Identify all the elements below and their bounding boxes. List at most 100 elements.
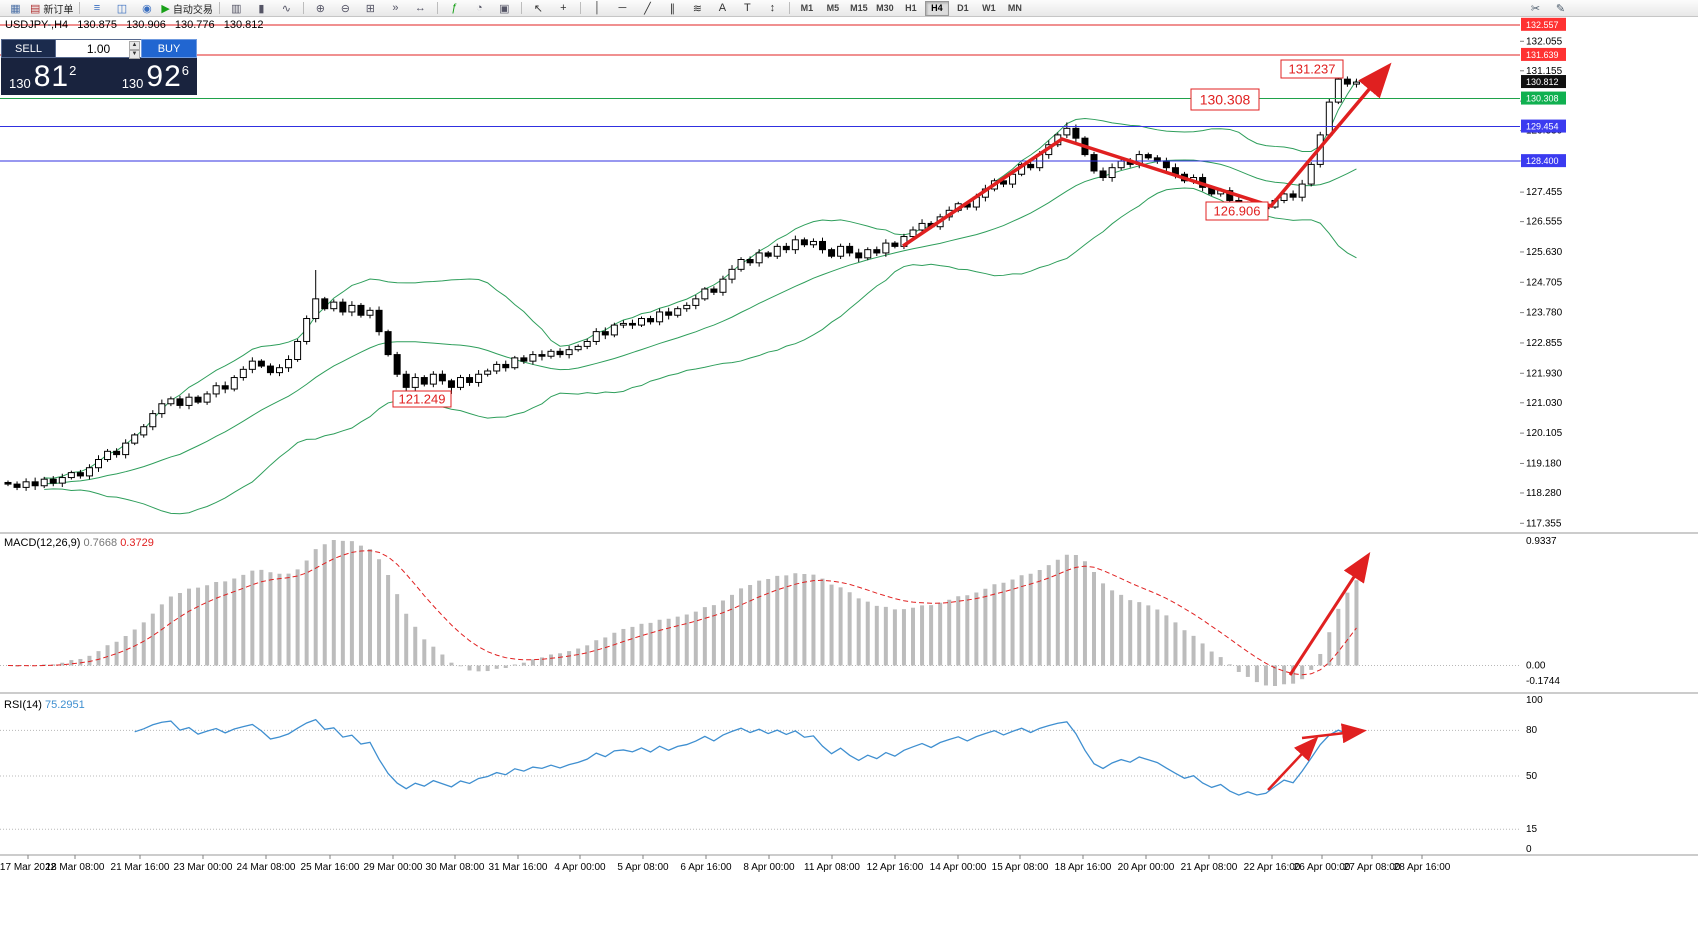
draw-icon[interactable]: ✎ bbox=[1555, 2, 1566, 15]
timeframe-h4-button[interactable]: H4 bbox=[924, 0, 949, 16]
candlestick-mode-icon[interactable]: ▮ bbox=[249, 1, 274, 15]
cut-icon[interactable]: ✂ bbox=[1530, 2, 1541, 15]
ask-big-figure: 130 bbox=[121, 76, 144, 91]
level-price-badge: 132.557 bbox=[1521, 17, 1566, 31]
time-label: 18 Apr 16:00 bbox=[1055, 862, 1112, 873]
price-callout[interactable]: 130.308 bbox=[1190, 88, 1260, 111]
lot-spinner[interactable]: ▲ ▼ bbox=[129, 41, 140, 59]
lot-value[interactable]: 1.00 bbox=[86, 41, 111, 56]
timeframe-h1-button[interactable]: H1 bbox=[905, 3, 917, 13]
indicators-icon[interactable]: ƒ bbox=[442, 1, 467, 15]
price-tick-label: 132.055 bbox=[1526, 36, 1563, 47]
autotrading-button-label: 自动交易 bbox=[172, 4, 213, 16]
rsi-axis-label: 100 bbox=[1526, 695, 1543, 706]
price-callout[interactable]: 131.237 bbox=[1280, 59, 1344, 79]
price-callout[interactable]: 126.906 bbox=[1205, 201, 1269, 221]
timeframe-d1-button[interactable]: D1 bbox=[957, 3, 969, 13]
macd-axis-max: 0.9337 bbox=[1526, 536, 1557, 547]
svg-text:130.812: 130.812 bbox=[1526, 77, 1559, 87]
svg-text:128.400: 128.400 bbox=[1526, 156, 1559, 166]
chart-shift-icon[interactable]: ↔ bbox=[408, 1, 433, 15]
vertical-line-icon[interactable]: │ bbox=[585, 1, 610, 15]
timeframe-mn-button[interactable]: MN bbox=[1007, 3, 1022, 13]
lot-size-field[interactable]: 1.00 ▲ ▼ bbox=[56, 39, 141, 59]
zoom-in-icon[interactable]: ⊕ bbox=[308, 1, 333, 15]
timeframe-w1-button[interactable]: W1 bbox=[982, 3, 996, 13]
channel-icon[interactable]: ∥ bbox=[660, 1, 685, 15]
level-lines[interactable] bbox=[0, 24, 1520, 162]
ohlc-close: 130.812 bbox=[223, 19, 264, 31]
bar-chart-mode-icon[interactable]: ▥ bbox=[224, 1, 249, 15]
auto-scroll-icon: » bbox=[392, 2, 399, 14]
auto-scroll-icon[interactable]: » bbox=[383, 1, 408, 15]
svg-text:132.557: 132.557 bbox=[1526, 20, 1559, 30]
bid-pipette: 2 bbox=[69, 63, 77, 78]
line-chart-mode-icon[interactable]: ∿ bbox=[274, 1, 299, 15]
toolbar-separator bbox=[520, 2, 522, 14]
macd-signal-line bbox=[7, 550, 1357, 676]
timeframe-m15-button[interactable]: M15 bbox=[850, 3, 868, 13]
periods-icon[interactable]: ◔ bbox=[467, 1, 492, 15]
text-label-icon: T bbox=[744, 2, 751, 14]
new-chart-icon[interactable]: ▦ bbox=[3, 1, 28, 15]
timeframe-m5-button[interactable]: M5 bbox=[826, 3, 840, 13]
new-order-button[interactable]: ▤ 新订单 bbox=[28, 1, 75, 16]
chart-canvas[interactable]: 132.055131.155130.230129.330128.405127.4… bbox=[0, 16, 1698, 941]
macd-histogram bbox=[15, 540, 1359, 686]
time-label: 23 Mar 00:00 bbox=[174, 862, 233, 873]
tile-windows-icon[interactable]: ⊞ bbox=[358, 1, 383, 15]
sell-button[interactable]: SELL bbox=[1, 39, 56, 58]
time-label: 27 Apr 08:00 bbox=[1344, 862, 1401, 873]
data-window-icon[interactable]: ◫ bbox=[109, 1, 134, 15]
toolbar-items: ▦ ▤ 新订单 ≡ ◫ ◉ ▶ 自动交易 ▥ ▮ ∿ ⊕ ⊖ ⊞ » ↔ ƒ ◔ ▣ ↖ + │ ─ ╱ ∥ ≋ A T ↕ bbox=[3, 1, 794, 16]
price-axis: 132.055131.155130.230129.330128.405127.4… bbox=[1520, 17, 1566, 855]
text-label-icon[interactable]: T bbox=[735, 1, 760, 15]
rsi-axis-label: 50 bbox=[1526, 771, 1538, 782]
rsi-axis-label: 15 bbox=[1526, 824, 1538, 835]
ask-price[interactable]: 130 92 6 bbox=[122, 62, 189, 95]
autotrading-button[interactable]: ▶ 自动交易 bbox=[159, 1, 214, 16]
cursor-icon[interactable]: ↖ bbox=[526, 1, 551, 15]
macd-trend-arrow bbox=[1288, 551, 1371, 676]
arrows-tool-icon[interactable]: ↕ bbox=[760, 1, 785, 15]
bid-pips: 81 bbox=[33, 60, 70, 93]
navigator-icon: ◉ bbox=[142, 2, 152, 15]
new-order-button: ▤ bbox=[30, 2, 41, 15]
toolbar-separator bbox=[302, 2, 304, 14]
new-chart-icon: ▦ bbox=[10, 2, 21, 15]
horizontal-line-icon[interactable]: ─ bbox=[610, 1, 635, 15]
lot-increase-icon[interactable]: ▲ bbox=[129, 41, 140, 50]
text-icon: A bbox=[718, 2, 727, 14]
trend-arrows[interactable] bbox=[902, 62, 1392, 791]
navigator-icon[interactable]: ◉ bbox=[134, 1, 159, 15]
price-tick-label: 121.930 bbox=[1526, 368, 1563, 379]
zoom-out-icon[interactable]: ⊖ bbox=[333, 1, 358, 15]
price-callout[interactable]: 121.249 bbox=[392, 390, 452, 408]
price-tick-label: 127.455 bbox=[1526, 187, 1563, 198]
bid-big-figure: 130 bbox=[9, 76, 31, 91]
time-label: 6 Apr 16:00 bbox=[680, 862, 732, 873]
arrows-tool-icon: ↕ bbox=[769, 2, 776, 14]
price-tick-label: 117.355 bbox=[1526, 518, 1562, 529]
timeframe-m30-button[interactable]: M30 bbox=[876, 3, 894, 13]
timeframe-m1-button[interactable]: M1 bbox=[800, 3, 814, 13]
price-tick-label: 125.630 bbox=[1526, 247, 1563, 258]
lot-decrease-icon[interactable]: ▼ bbox=[129, 50, 140, 59]
templates-icon: ▣ bbox=[499, 2, 510, 15]
market-watch-icon[interactable]: ≡ bbox=[84, 1, 109, 15]
text-icon[interactable]: A bbox=[710, 1, 735, 15]
buy-button[interactable]: BUY bbox=[141, 39, 197, 58]
bid-price[interactable]: 130 81 2 bbox=[9, 62, 76, 95]
fibonacci-icon[interactable]: ≋ bbox=[685, 1, 710, 15]
templates-icon[interactable]: ▣ bbox=[492, 1, 517, 15]
new-order-button-label: 新订单 bbox=[43, 4, 74, 16]
trendline-icon[interactable]: ╱ bbox=[635, 1, 660, 15]
time-label: 28 Apr 16:00 bbox=[1394, 862, 1451, 873]
toolbar-separator bbox=[579, 2, 581, 14]
svg-text:129.454: 129.454 bbox=[1526, 122, 1559, 132]
time-label: 21 Mar 16:00 bbox=[111, 862, 170, 873]
horizontal-line-icon: ─ bbox=[618, 2, 627, 14]
trendline-icon: ╱ bbox=[644, 2, 651, 15]
price-tick-label: 123.780 bbox=[1526, 308, 1563, 319]
crosshair-icon[interactable]: + bbox=[551, 1, 576, 15]
